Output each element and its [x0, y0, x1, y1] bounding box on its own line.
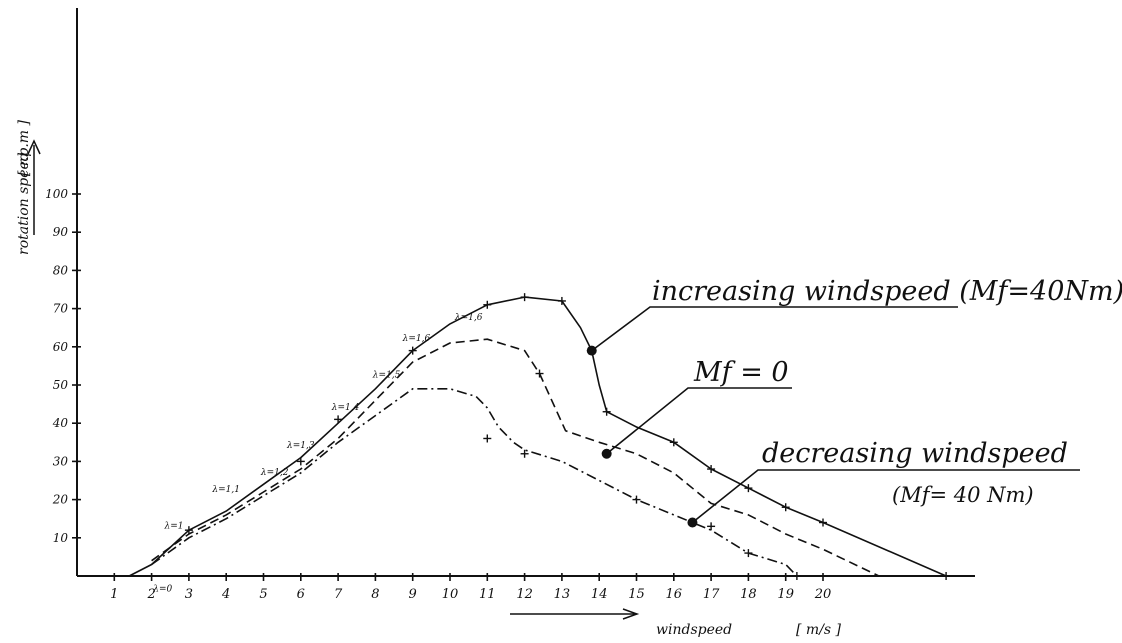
- series-point-1: [408, 346, 417, 355]
- series-point-1: [707, 465, 716, 474]
- series-point-1: [184, 526, 193, 535]
- x-tick-label: 13: [554, 587, 571, 602]
- y-tick-label: 40: [52, 416, 69, 430]
- x-label-arrowhead: [622, 608, 640, 620]
- annotation-dot-2: [601, 448, 612, 459]
- x-tick-label: 17: [703, 587, 720, 602]
- annotation-dot-3: [687, 517, 698, 528]
- lambda-label: λ=1,1: [211, 485, 240, 495]
- annotation-leader-2: [606, 387, 792, 455]
- series-point-1: [819, 518, 827, 527]
- x-tick-label: 14: [591, 587, 608, 602]
- x-tick-label: 12: [516, 587, 533, 602]
- annotation-leader-1: [591, 306, 958, 352]
- series-point-3: [296, 457, 305, 466]
- series-line-1: [84, 296, 947, 577]
- x-tick-label: 4: [221, 587, 230, 602]
- annotation-dot-1: [586, 345, 597, 356]
- y-axis-label: rotation speed: [16, 152, 32, 255]
- lambda-label: λ=1,6: [454, 313, 483, 323]
- lambda-label: λ=1: [163, 521, 183, 531]
- x-tick-label: 7: [334, 587, 343, 602]
- x-tick-label: 16: [666, 587, 683, 602]
- series-point-2: [535, 369, 544, 378]
- x-axis-label: windspeed: [656, 622, 732, 638]
- y-label-arrowhead: [27, 139, 41, 155]
- y-tick-label: 80: [53, 263, 69, 277]
- x-tick-label: 11: [479, 587, 496, 602]
- x-tick-label: 6: [297, 587, 305, 602]
- lambda-label: λ=1,6: [402, 334, 431, 344]
- lambda-label: λ=0: [152, 584, 172, 594]
- x-tick-label: 3: [185, 587, 193, 602]
- series-point-1: [602, 407, 611, 416]
- annotation-decreasing-windspeed-torque: (Mf= 40 Nm): [892, 483, 1034, 507]
- series-point-1: [557, 296, 566, 305]
- lambda-label: λ=1,2: [260, 468, 289, 478]
- x-tick-label: 15: [628, 587, 645, 602]
- series-point-3: [707, 522, 716, 531]
- series-point-3: [792, 572, 801, 580]
- annotations: increasing windspeed (Mf=40Nm) Mf = 0 de…: [586, 276, 1122, 528]
- x-tick-label: 9: [409, 587, 417, 602]
- y-tick-label: 50: [53, 378, 69, 392]
- series-line-3: [151, 388, 798, 577]
- series-point-1: [942, 572, 951, 580]
- series-point-3: [632, 495, 641, 504]
- axis-labels: rotation speed [ r.p.m ] windspeed [ m/s…: [16, 119, 842, 638]
- lambda-labels: λ=0 λ=1 λ=1,1 λ=1,2 λ=1,3 λ=1,4 λ=1,5 λ=1,6 λ=1,…: [152, 313, 482, 594]
- series-point-1: [334, 415, 343, 424]
- lambda-label: λ=1,3: [286, 441, 315, 451]
- annotation-mf-zero: Mf = 0: [693, 357, 789, 388]
- y-tick-label: 70: [53, 302, 69, 316]
- x-tick-label: 1: [110, 587, 118, 602]
- annotation-leader-3: [691, 469, 1080, 524]
- series-group: [84, 293, 951, 580]
- x-tick-label: 18: [740, 587, 757, 602]
- series-point-1: [520, 293, 529, 302]
- lambda-label: λ=1,4: [331, 403, 360, 413]
- series-point-3: [520, 449, 529, 458]
- y-tick-label: 100: [45, 187, 68, 201]
- x-tick-label: 8: [371, 587, 379, 602]
- x-tick-label: 10: [442, 587, 459, 602]
- y-tick-label: 90: [53, 225, 69, 239]
- series-line-2: [151, 338, 880, 577]
- x-tick-label: 19: [777, 587, 794, 602]
- series-point-1: [781, 503, 790, 512]
- x-tick-label: 2: [146, 587, 155, 602]
- annotation-increasing-windspeed: increasing windspeed (Mf=40Nm): [652, 276, 1122, 307]
- y-axis-unit: [ r.p.m ]: [16, 119, 32, 176]
- annotation-decreasing-windspeed: decreasing windspeed: [762, 438, 1068, 469]
- x-axis-unit: [ m/s ]: [796, 622, 842, 638]
- y-tick-label: 20: [52, 493, 69, 507]
- series-point-3: [744, 549, 753, 558]
- series-point-3: [483, 434, 492, 443]
- series-point-1: [669, 438, 678, 447]
- series-point-1: [483, 300, 492, 309]
- series-point-1: [744, 484, 753, 493]
- y-tick-label: 60: [53, 340, 69, 354]
- x-tick-label: 20: [814, 587, 832, 602]
- lambda-label: λ=1,5: [372, 370, 401, 380]
- x-tick-label: 5: [259, 587, 267, 602]
- y-tick-label: 30: [53, 454, 69, 468]
- y-tick-label: 10: [53, 531, 69, 545]
